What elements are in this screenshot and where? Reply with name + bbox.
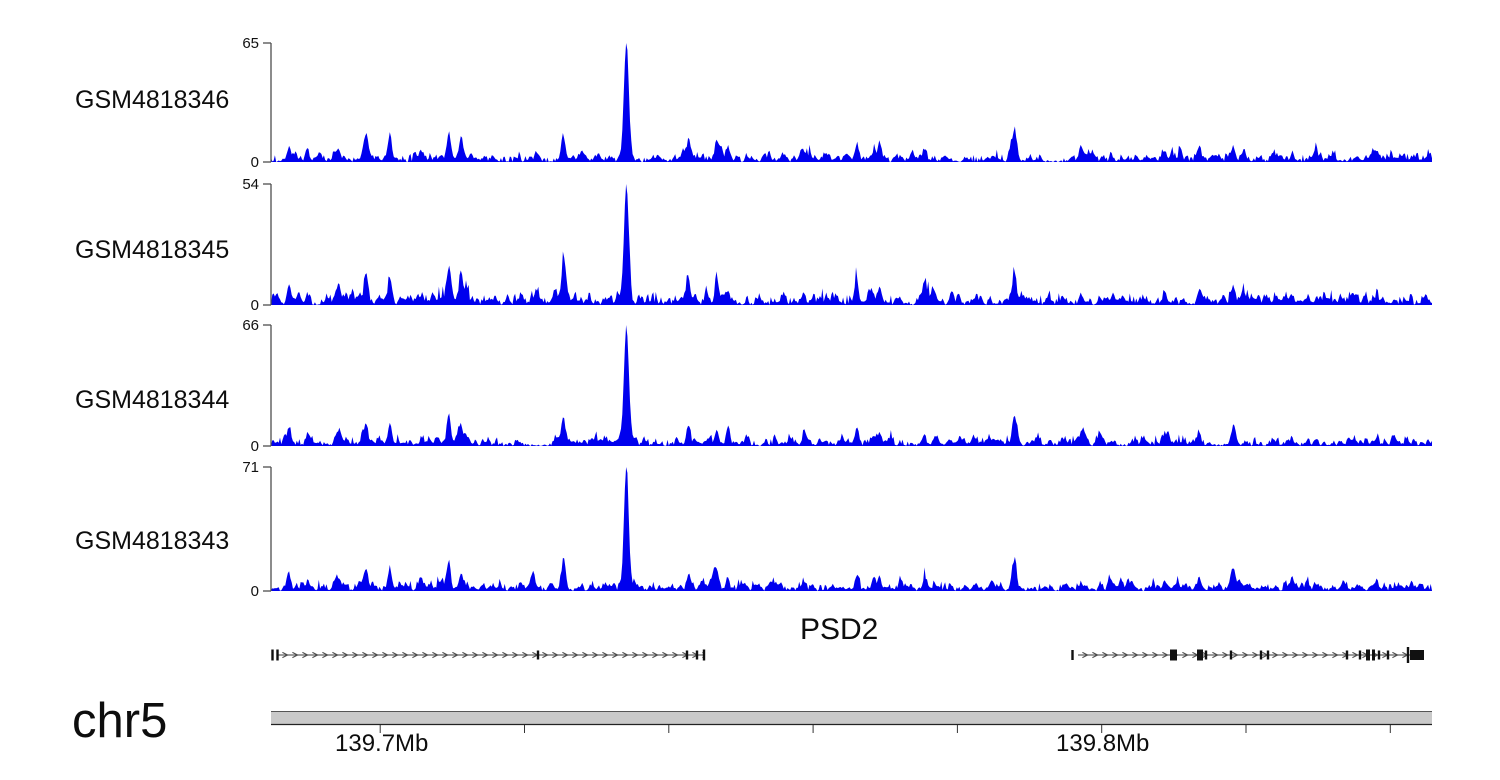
svg-text:0: 0 <box>251 297 259 314</box>
svg-text:0: 0 <box>251 438 259 455</box>
svg-text:66: 66 <box>242 317 259 334</box>
svg-text:0: 0 <box>251 583 259 600</box>
svg-text:71: 71 <box>242 459 259 476</box>
svg-text:65: 65 <box>242 35 259 52</box>
svg-text:0: 0 <box>251 154 259 171</box>
svg-text:54: 54 <box>242 176 259 193</box>
